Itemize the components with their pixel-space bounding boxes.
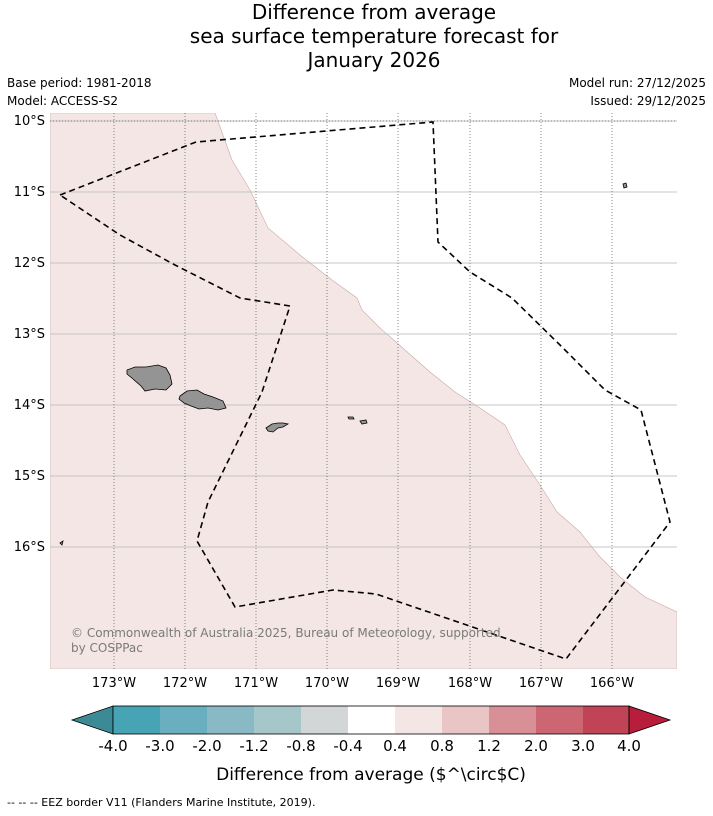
colorbar-segment: [395, 706, 442, 734]
lon-label: 167°W: [519, 676, 563, 691]
lon-label: 173°W: [92, 676, 136, 691]
colorbar-segment: [442, 706, 489, 734]
colorbar-tick-label: 0.4: [383, 737, 407, 755]
land-swains: [622, 182, 628, 189]
lon-label: 166°W: [590, 676, 634, 691]
meta-left: Base period: 1981-2018 Model: ACCESS-S2: [7, 74, 152, 110]
copyright-notice: © Commonwealth of Australia 2025, Bureau…: [71, 626, 501, 655]
land-upolu: [178, 389, 227, 411]
land-savaii: [126, 364, 173, 392]
model-name: Model: ACCESS-S2: [7, 94, 119, 108]
eez-borders: [58, 121, 671, 660]
longitude-labels: 173°W 172°W 171°W 170°W 169°W 168°W 167°…: [92, 676, 634, 691]
lon-label: 168°W: [448, 676, 492, 691]
colorbar-tick-label: -0.8: [286, 737, 315, 755]
lat-label: 10°S: [14, 114, 45, 129]
lon-label: 172°W: [163, 676, 207, 691]
anomaly-region-0.4-0.8: [50, 113, 677, 669]
lat-label: 13°S: [14, 327, 45, 342]
colorbar-tick-label: -2.0: [192, 737, 221, 755]
colorbar-tick-label: 2.0: [524, 737, 548, 755]
map-area: [50, 113, 677, 669]
lat-label: 14°S: [14, 398, 45, 413]
land-rose: [59, 540, 64, 546]
colorbar-outline: [112, 705, 630, 735]
lat-label: 12°S: [14, 256, 45, 271]
eez-border-samoa: [58, 121, 671, 660]
colorbar-segment: [536, 706, 583, 734]
lon-label: 171°W: [234, 676, 278, 691]
issued-date: Issued: 29/12/2025: [590, 94, 706, 108]
meta-right: Model run: 27/12/2025 Issued: 29/12/2025: [569, 74, 706, 110]
colorbar-segment: [160, 706, 207, 734]
colorbar-segment: [254, 706, 301, 734]
colorbar-labels: -4.0 -3.0 -2.0 -1.2 -0.8 -0.4 0.4 0.8 1.…: [98, 737, 641, 755]
lat-label: 16°S: [14, 540, 45, 555]
colorbar-segment: [489, 706, 536, 734]
eez-footnote: -- -- -- EEZ border V11 (Flanders Marine…: [7, 796, 316, 809]
land-tau: [359, 419, 368, 425]
map-title: Difference from average sea surface temp…: [0, 0, 713, 72]
colorbar-tick-label: -0.4: [333, 737, 362, 755]
land-masses: [59, 182, 628, 546]
land-ofu: [347, 416, 355, 420]
title-line-3: January 2026: [307, 48, 441, 72]
colorbar-tick-label: 1.2: [477, 737, 501, 755]
latitude-labels: 10°S 11°S 12°S 13°S 14°S 15°S 16°S: [14, 114, 45, 555]
colorbar-segment: [301, 706, 348, 734]
colorbar-segment: [583, 706, 629, 734]
colorbar-segment: [348, 706, 395, 734]
colorbar-tick-label: 3.0: [571, 737, 595, 755]
title-line-2: sea surface temperature forecast for: [189, 24, 559, 48]
lat-label: 15°S: [14, 469, 45, 484]
colorbar-under-triangle: [70, 705, 114, 735]
colorbar-title: Difference from average ($^\circ$C): [216, 765, 526, 785]
lon-label: 170°W: [305, 676, 349, 691]
colorbar-tick-label: -1.2: [239, 737, 268, 755]
land-tutuila: [265, 422, 290, 433]
colorbar-over-triangle: [628, 705, 672, 735]
model-run: Model run: 27/12/2025: [568, 76, 706, 90]
lon-label: 169°W: [376, 676, 420, 691]
colorbar-tick-label: 4.0: [617, 737, 641, 755]
colorbar-tick-label: -4.0: [98, 737, 127, 755]
colorbar-segments: [113, 706, 629, 734]
title-line-1: Difference from average: [251, 0, 497, 24]
colorbar-segment: [113, 706, 160, 734]
colorbar-segment: [207, 706, 254, 734]
colorbar-tick-label: 0.8: [430, 737, 454, 755]
colorbar-tick-label: -3.0: [145, 737, 174, 755]
colorbar: -4.0 -3.0 -2.0 -1.2 -0.8 -0.4 0.4 0.8 1.…: [70, 705, 672, 785]
base-period: Base period: 1981-2018: [7, 76, 152, 90]
lat-label: 11°S: [14, 185, 45, 200]
